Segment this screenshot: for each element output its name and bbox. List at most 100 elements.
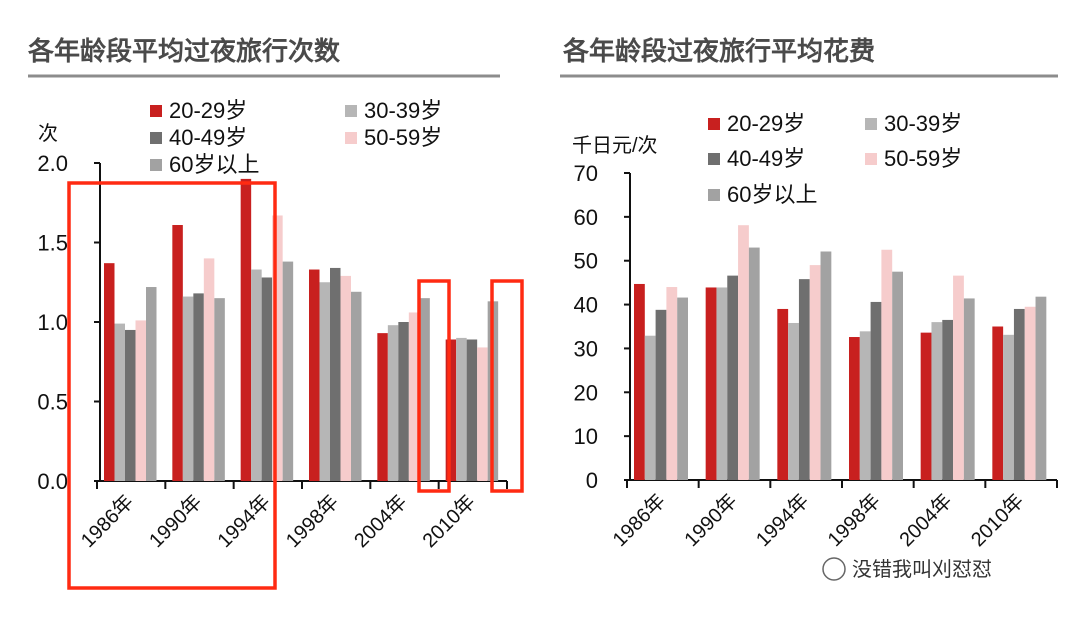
bar-60岁以上-1990年 <box>748 247 760 480</box>
bar-50-59岁-1994年 <box>809 265 821 480</box>
y-tick-label: 0.5 <box>37 390 68 415</box>
y-tick-label: 1.0 <box>37 310 68 335</box>
bar-30-39岁-2010年 <box>456 337 467 481</box>
legend-swatch <box>150 105 162 117</box>
bar-60岁以上-1998年 <box>351 291 362 481</box>
bar-50-59岁-1998年 <box>881 249 893 480</box>
legend-label: 60岁以上 <box>727 182 817 207</box>
bar-40-49岁-1998年 <box>330 267 341 481</box>
bar-20-29岁-1994年 <box>240 178 252 481</box>
bar-60岁以上-2010年 <box>1035 296 1047 480</box>
x-tick-label: 1990年 <box>145 490 207 552</box>
bar-30-39岁-1998年 <box>859 331 871 480</box>
x-tick-label: 1986年 <box>76 490 138 552</box>
bar-20-29岁-1986年 <box>634 283 645 480</box>
footer-watermark: 没错我叫刈怼怼 <box>822 557 992 581</box>
bar-30-39岁-2004年 <box>387 325 399 481</box>
legend-swatch <box>345 132 357 144</box>
bar-30-39岁-1990年 <box>716 287 728 480</box>
bar-50-59岁-2010年 <box>477 347 488 481</box>
y-tick-label: 0 <box>586 468 598 493</box>
x-tick-label: 1990年 <box>680 489 742 551</box>
bar-40-49岁-2004年 <box>942 319 954 480</box>
bar-30-39岁-1998年 <box>319 282 330 481</box>
x-tick-label: 1994年 <box>751 489 813 551</box>
watermark-text: 没错我叫刈怼怼 <box>852 558 992 581</box>
bar-20-29岁-1986年 <box>104 263 115 481</box>
chart-title: 各年龄段平均过夜旅行次数 <box>27 36 341 67</box>
bar-30-39岁-1986年 <box>114 323 125 481</box>
bar-20-29岁-1990年 <box>172 225 183 481</box>
legend-swatch <box>345 105 357 117</box>
bar-30-39岁-2010年 <box>1003 334 1014 480</box>
bar-40-49岁-1994年 <box>261 277 273 481</box>
legend-label: 40-49岁 <box>169 125 247 150</box>
bar-60岁以上-1998年 <box>892 271 903 480</box>
x-tick-label: 2004年 <box>350 490 412 552</box>
bar-20-29岁-1998年 <box>309 269 320 481</box>
legend-swatch <box>150 132 162 144</box>
legend-label: 50-59岁 <box>884 146 962 171</box>
legend-swatch <box>708 118 720 130</box>
legend-swatch <box>708 189 720 201</box>
bar-30-39岁-1990年 <box>182 296 194 481</box>
legend-label: 40-49岁 <box>727 146 805 171</box>
y-tick-label: 10 <box>574 424 598 449</box>
highlight-box <box>490 279 524 493</box>
bar-20-29岁-1998年 <box>849 337 860 480</box>
legend-label: 30-39岁 <box>364 98 442 123</box>
x-tick-label: 1986年 <box>608 489 670 551</box>
y-tick-label: 70 <box>574 161 598 186</box>
x-tick-label: 2010年 <box>418 490 480 552</box>
bar-40-49岁-1986年 <box>125 329 136 481</box>
bar-20-29岁-2010年 <box>445 339 457 481</box>
legend-swatch <box>865 118 877 130</box>
highlight-box <box>417 279 451 493</box>
x-tick-label: 2010年 <box>966 489 1028 551</box>
legend-label: 60岁以上 <box>169 152 259 177</box>
x-tick-label: 1998年 <box>281 490 343 552</box>
y-tick-label: 30 <box>574 336 598 361</box>
y-axis-label: 次 <box>38 122 58 145</box>
y-tick-label: 1.5 <box>37 231 68 256</box>
bar-50-59岁-1990年 <box>738 225 749 480</box>
x-tick-label: 1994年 <box>213 490 275 552</box>
bar-50-59岁-1986年 <box>666 287 678 480</box>
bar-50-59岁-1998年 <box>340 275 351 481</box>
chart-title: 各年龄段过夜旅行平均花费 <box>562 36 875 67</box>
legend-label: 20-29岁 <box>727 111 805 136</box>
highlight-box <box>67 181 277 590</box>
bar-30-39岁-1994年 <box>251 269 262 481</box>
y-tick-label: 40 <box>574 293 598 318</box>
wechat-icon <box>822 557 846 581</box>
bar-40-49岁-1990年 <box>193 293 204 481</box>
bar-60岁以上-1994年 <box>282 261 294 481</box>
bar-60岁以上-2004年 <box>419 298 430 481</box>
chart-trip-count: 各年龄段平均过夜旅行次数 次 0.0 0.5 1.0 1.5 2.0 1986年 1990年… <box>27 36 524 590</box>
legend-swatch <box>708 153 720 165</box>
bar-40-49岁-1998年 <box>870 301 882 480</box>
bar-20-29岁-1990年 <box>705 287 717 480</box>
bar-40-49岁-2004年 <box>398 322 409 481</box>
bar-50-59岁-2010年 <box>1024 306 1036 480</box>
bar-20-29岁-2004年 <box>920 332 932 480</box>
bar-20-29岁-2010年 <box>992 326 1004 480</box>
bar-30-39岁-1994年 <box>788 322 799 480</box>
y-tick-label: 2.0 <box>37 151 68 176</box>
bar-60岁以上-1990年 <box>214 298 225 481</box>
legend-swatch <box>150 159 162 171</box>
bar-40-49岁-1994年 <box>798 279 810 480</box>
y-tick-label: 60 <box>574 205 598 230</box>
bar-20-29岁-2004年 <box>377 333 388 481</box>
legend-label: 30-39岁 <box>884 111 962 136</box>
bar-40-49岁-1986年 <box>655 309 667 480</box>
x-tick-label: 2004年 <box>895 489 957 551</box>
y-tick-label: 20 <box>574 380 598 405</box>
bar-40-49岁-1990年 <box>727 275 739 480</box>
bar-60岁以上-2004年 <box>963 298 975 480</box>
legend-label: 20-29岁 <box>169 98 247 123</box>
y-tick-label: 0.0 <box>37 469 68 494</box>
bar-50-59岁-1990年 <box>203 258 215 481</box>
legend-swatch <box>865 153 877 165</box>
